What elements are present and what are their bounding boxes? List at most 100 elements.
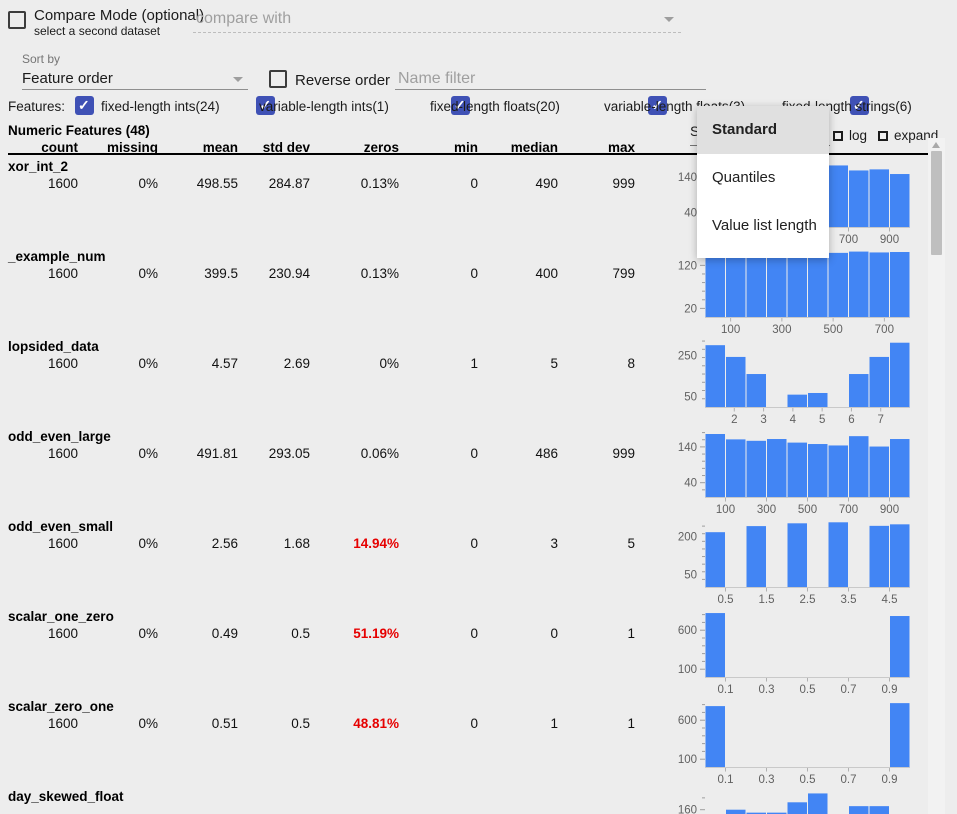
cell-count: 1600 xyxy=(47,536,78,551)
histogram-bar xyxy=(849,806,869,814)
histogram-bar xyxy=(890,174,910,227)
svg-text:700: 700 xyxy=(875,324,894,336)
compare-with-dropdown-icon[interactable] xyxy=(664,17,674,22)
menu-item-value-list-length[interactable]: Value list length xyxy=(712,217,817,234)
cell-max: 999 xyxy=(612,176,635,191)
svg-text:100: 100 xyxy=(678,754,697,766)
histogram-bar xyxy=(746,526,766,587)
histogram-chart[interactable]: 0.1 0.3 0.5 0.7 0.9 600 100 xyxy=(660,607,930,697)
compare-with-select[interactable] xyxy=(193,12,681,33)
cell-zeros: 14.94% xyxy=(353,536,399,551)
compare-mode-checkbox[interactable] xyxy=(8,11,26,29)
svg-text:140: 140 xyxy=(678,442,697,454)
histogram-bar xyxy=(787,523,807,587)
histogram-chart[interactable]: 100 300 500 700 120 20 xyxy=(660,247,930,337)
sort-by-dropdown-icon[interactable] xyxy=(233,77,243,82)
svg-text:0.1: 0.1 xyxy=(718,684,734,696)
expand-checkbox[interactable] xyxy=(878,131,888,141)
cell-count: 1600 xyxy=(47,176,78,191)
cell-mean: 498.55 xyxy=(196,176,238,191)
histogram-bar xyxy=(746,812,766,814)
histogram-bar xyxy=(828,445,848,497)
histogram-bar xyxy=(767,439,787,497)
cell-missing: 0% xyxy=(138,266,158,281)
svg-text:50: 50 xyxy=(684,392,697,404)
feature-type-checkbox-fixed-ints[interactable] xyxy=(75,96,94,115)
feature-type-checkbox-var-floats[interactable] xyxy=(648,96,668,115)
histogram-bar xyxy=(808,444,828,497)
histogram-bar xyxy=(849,170,869,227)
histogram-chart[interactable]: 2 3 4 5 6 7 250 50 xyxy=(660,337,930,427)
histogram-bar xyxy=(869,169,889,227)
feature-name: lopsided_data xyxy=(8,339,99,354)
feature-row: lopsided_data 1600 0% 4.57 2.69 0% 1 5 8… xyxy=(0,337,957,427)
svg-text:0.7: 0.7 xyxy=(841,774,857,786)
histogram-chart[interactable]: 100 300 500 700 900 140 40 xyxy=(660,427,930,517)
histogram-bar xyxy=(705,345,725,407)
histogram-bar xyxy=(869,446,889,497)
histogram-bar xyxy=(808,392,828,407)
chart-scrollbar-thumb[interactable] xyxy=(930,151,942,255)
svg-text:50: 50 xyxy=(684,569,697,581)
header-divider xyxy=(8,153,928,155)
cell-zeros: 0.13% xyxy=(360,266,399,281)
feature-type-label-fixed-ints: fixed-length ints(24) xyxy=(101,99,220,114)
histogram-chart[interactable]: 160 xyxy=(660,787,930,814)
feature-type-checkbox-fixed-strings[interactable] xyxy=(849,96,869,115)
svg-text:600: 600 xyxy=(678,715,697,727)
histogram-bar xyxy=(726,439,746,497)
svg-text:600: 600 xyxy=(678,625,697,637)
sort-by-value[interactable]: Feature order xyxy=(22,70,113,87)
cell-count: 1600 xyxy=(47,266,78,281)
feature-name: day_skewed_float xyxy=(8,789,124,804)
cell-count: 1600 xyxy=(47,446,78,461)
expand-label: expand xyxy=(894,128,939,143)
svg-text:0.5: 0.5 xyxy=(800,774,816,786)
cell-zeros: 0% xyxy=(379,356,399,371)
feature-type-label-var-ints: variable-length ints(1) xyxy=(259,99,389,114)
cell-max: 999 xyxy=(612,446,635,461)
name-filter-input[interactable] xyxy=(395,71,706,90)
cell-min: 0 xyxy=(470,266,478,281)
feature-type-label-fixed-floats: fixed-length floats(20) xyxy=(430,99,560,114)
sort-by-select[interactable] xyxy=(22,71,248,90)
cell-missing: 0% xyxy=(138,716,158,731)
features-filter-label: Features: xyxy=(8,99,66,114)
histogram-bar xyxy=(890,342,910,407)
histogram-svg: 0.1 0.3 0.5 0.7 0.9 600 100 xyxy=(678,613,910,696)
cell-count: 1600 xyxy=(47,716,78,731)
log-checkbox[interactable] xyxy=(833,131,843,141)
svg-text:250: 250 xyxy=(678,350,697,362)
histogram-chart[interactable]: 0.5 1.5 2.5 3.5 4.5 200 50 xyxy=(660,517,930,607)
log-label: log xyxy=(849,128,868,143)
scrollbar-up-icon[interactable] xyxy=(932,142,940,148)
feature-type-checkbox-fixed-floats[interactable] xyxy=(450,96,470,115)
feature-row: scalar_one_zero 1600 0% 0.49 0.5 51.19% … xyxy=(0,607,957,697)
cell-stddev: 2.69 xyxy=(283,356,310,371)
svg-text:6: 6 xyxy=(848,414,854,426)
menu-item-standard[interactable]: Standard xyxy=(697,106,829,154)
feature-name: odd_even_large xyxy=(8,429,111,444)
chart-scrollbar-track[interactable] xyxy=(928,138,945,814)
histogram-bar xyxy=(869,252,889,317)
reverse-order-checkbox[interactable] xyxy=(269,70,287,88)
feature-name: scalar_zero_one xyxy=(8,699,114,714)
histogram-bar xyxy=(787,394,807,407)
histogram-chart[interactable]: 0.1 0.3 0.5 0.7 0.9 600 100 xyxy=(660,697,930,787)
svg-text:5: 5 xyxy=(819,414,825,426)
histogram-bar xyxy=(808,252,828,317)
menu-item-quantiles[interactable]: Quantiles xyxy=(712,169,776,186)
feature-type-checkbox-var-ints[interactable] xyxy=(256,96,276,115)
histogram-bar xyxy=(746,440,766,497)
svg-text:0.5: 0.5 xyxy=(800,684,816,696)
cell-max: 8 xyxy=(627,356,635,371)
cell-mean: 4.57 xyxy=(211,356,238,371)
histogram-bar xyxy=(726,809,746,814)
histogram-bar xyxy=(890,616,910,677)
svg-text:2: 2 xyxy=(731,414,737,426)
feature-row: scalar_zero_one 1600 0% 0.51 0.5 48.81% … xyxy=(0,697,957,787)
cell-min: 0 xyxy=(470,716,478,731)
svg-text:0.7: 0.7 xyxy=(841,684,857,696)
histogram-bar xyxy=(787,252,807,317)
cell-stddev: 230.94 xyxy=(268,266,310,281)
